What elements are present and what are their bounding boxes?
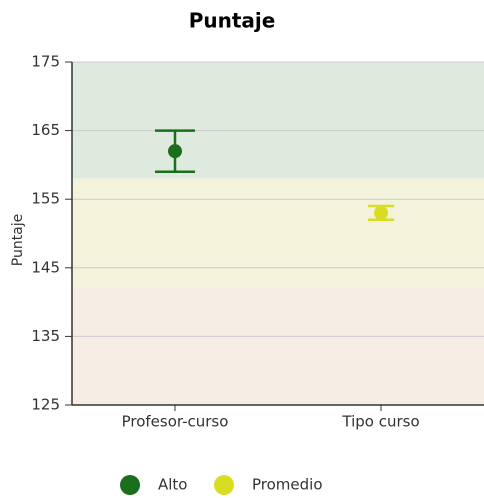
background-band [72, 62, 484, 179]
y-tick-label: 145 [31, 258, 60, 276]
chart-title: Puntaje [189, 9, 276, 33]
y-tick-label: 175 [31, 53, 60, 71]
y-tick-label: 135 [31, 327, 60, 345]
point [374, 205, 388, 220]
legend-label: Alto [158, 476, 188, 494]
y-tick-label: 165 [31, 121, 60, 139]
legend-label: Promedio [252, 476, 323, 494]
y-axis-label: Puntaje [10, 214, 26, 267]
legend-swatch [214, 475, 234, 495]
x-tick-label: Tipo curso [341, 413, 419, 431]
background-band [72, 178, 484, 289]
y-tick-label: 125 [31, 396, 60, 414]
point [168, 144, 182, 159]
background-band [72, 288, 484, 405]
legend-swatch [120, 475, 140, 495]
y-tick-label: 155 [31, 190, 60, 208]
x-tick-label: Profesor-curso [122, 413, 229, 431]
